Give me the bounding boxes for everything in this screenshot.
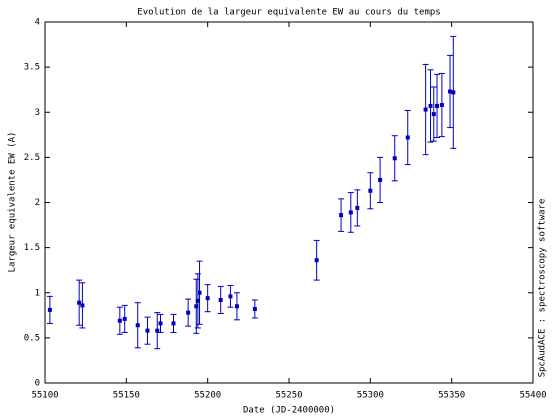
x-tick-label: 55100 bbox=[31, 391, 58, 401]
point bbox=[348, 210, 353, 215]
point bbox=[77, 300, 82, 305]
x-tick-label: 55400 bbox=[519, 391, 546, 401]
x-tick-label: 55150 bbox=[113, 391, 140, 401]
point bbox=[158, 321, 163, 326]
point bbox=[218, 297, 223, 302]
y-tick-label: 3.5 bbox=[24, 63, 40, 73]
y-tick-label: 1.5 bbox=[24, 243, 40, 253]
point bbox=[155, 328, 160, 333]
point bbox=[186, 310, 191, 315]
point bbox=[378, 177, 383, 182]
point bbox=[228, 294, 233, 299]
point bbox=[451, 90, 456, 95]
x-tick-label: 55250 bbox=[275, 391, 302, 401]
y-tick-label: 2 bbox=[35, 198, 40, 208]
y-tick-label: 1 bbox=[35, 288, 40, 298]
y-tick-label: 3 bbox=[35, 108, 40, 118]
point bbox=[234, 304, 239, 309]
point bbox=[339, 213, 344, 218]
y-tick-label: 2.5 bbox=[24, 153, 40, 163]
point bbox=[368, 188, 373, 193]
y-tick-label: 4 bbox=[35, 18, 40, 28]
point bbox=[197, 290, 202, 295]
y-tick-label: 0 bbox=[35, 379, 40, 389]
point bbox=[135, 323, 140, 328]
plot-frame bbox=[44, 21, 534, 384]
x-tick-label: 55200 bbox=[194, 391, 221, 401]
x-tick-label: 55350 bbox=[438, 391, 465, 401]
chart-title: Evolution de la largeur equivalente EW a… bbox=[137, 8, 440, 18]
point bbox=[47, 307, 52, 312]
y-axis-label: Largeur equivalente EW (A) bbox=[8, 132, 18, 273]
point bbox=[439, 103, 444, 108]
point bbox=[435, 103, 440, 108]
point bbox=[194, 304, 199, 309]
x-axis-label: Date (JD-2400000) bbox=[243, 406, 335, 416]
point bbox=[80, 303, 85, 308]
y-tick-label: 0.5 bbox=[24, 333, 40, 343]
point bbox=[314, 258, 319, 263]
point bbox=[405, 135, 410, 140]
point bbox=[448, 89, 453, 94]
point bbox=[355, 205, 360, 210]
point bbox=[431, 112, 436, 117]
point bbox=[145, 328, 150, 333]
point bbox=[195, 298, 200, 303]
x-tick-label: 55300 bbox=[357, 391, 384, 401]
point bbox=[171, 321, 176, 326]
point bbox=[122, 316, 127, 321]
point bbox=[423, 107, 428, 112]
point bbox=[205, 296, 210, 301]
point bbox=[252, 306, 257, 311]
point bbox=[117, 318, 122, 323]
point bbox=[428, 103, 433, 108]
point bbox=[392, 156, 397, 161]
side-note: SpcAudACE : spectroscopy software bbox=[538, 199, 548, 378]
